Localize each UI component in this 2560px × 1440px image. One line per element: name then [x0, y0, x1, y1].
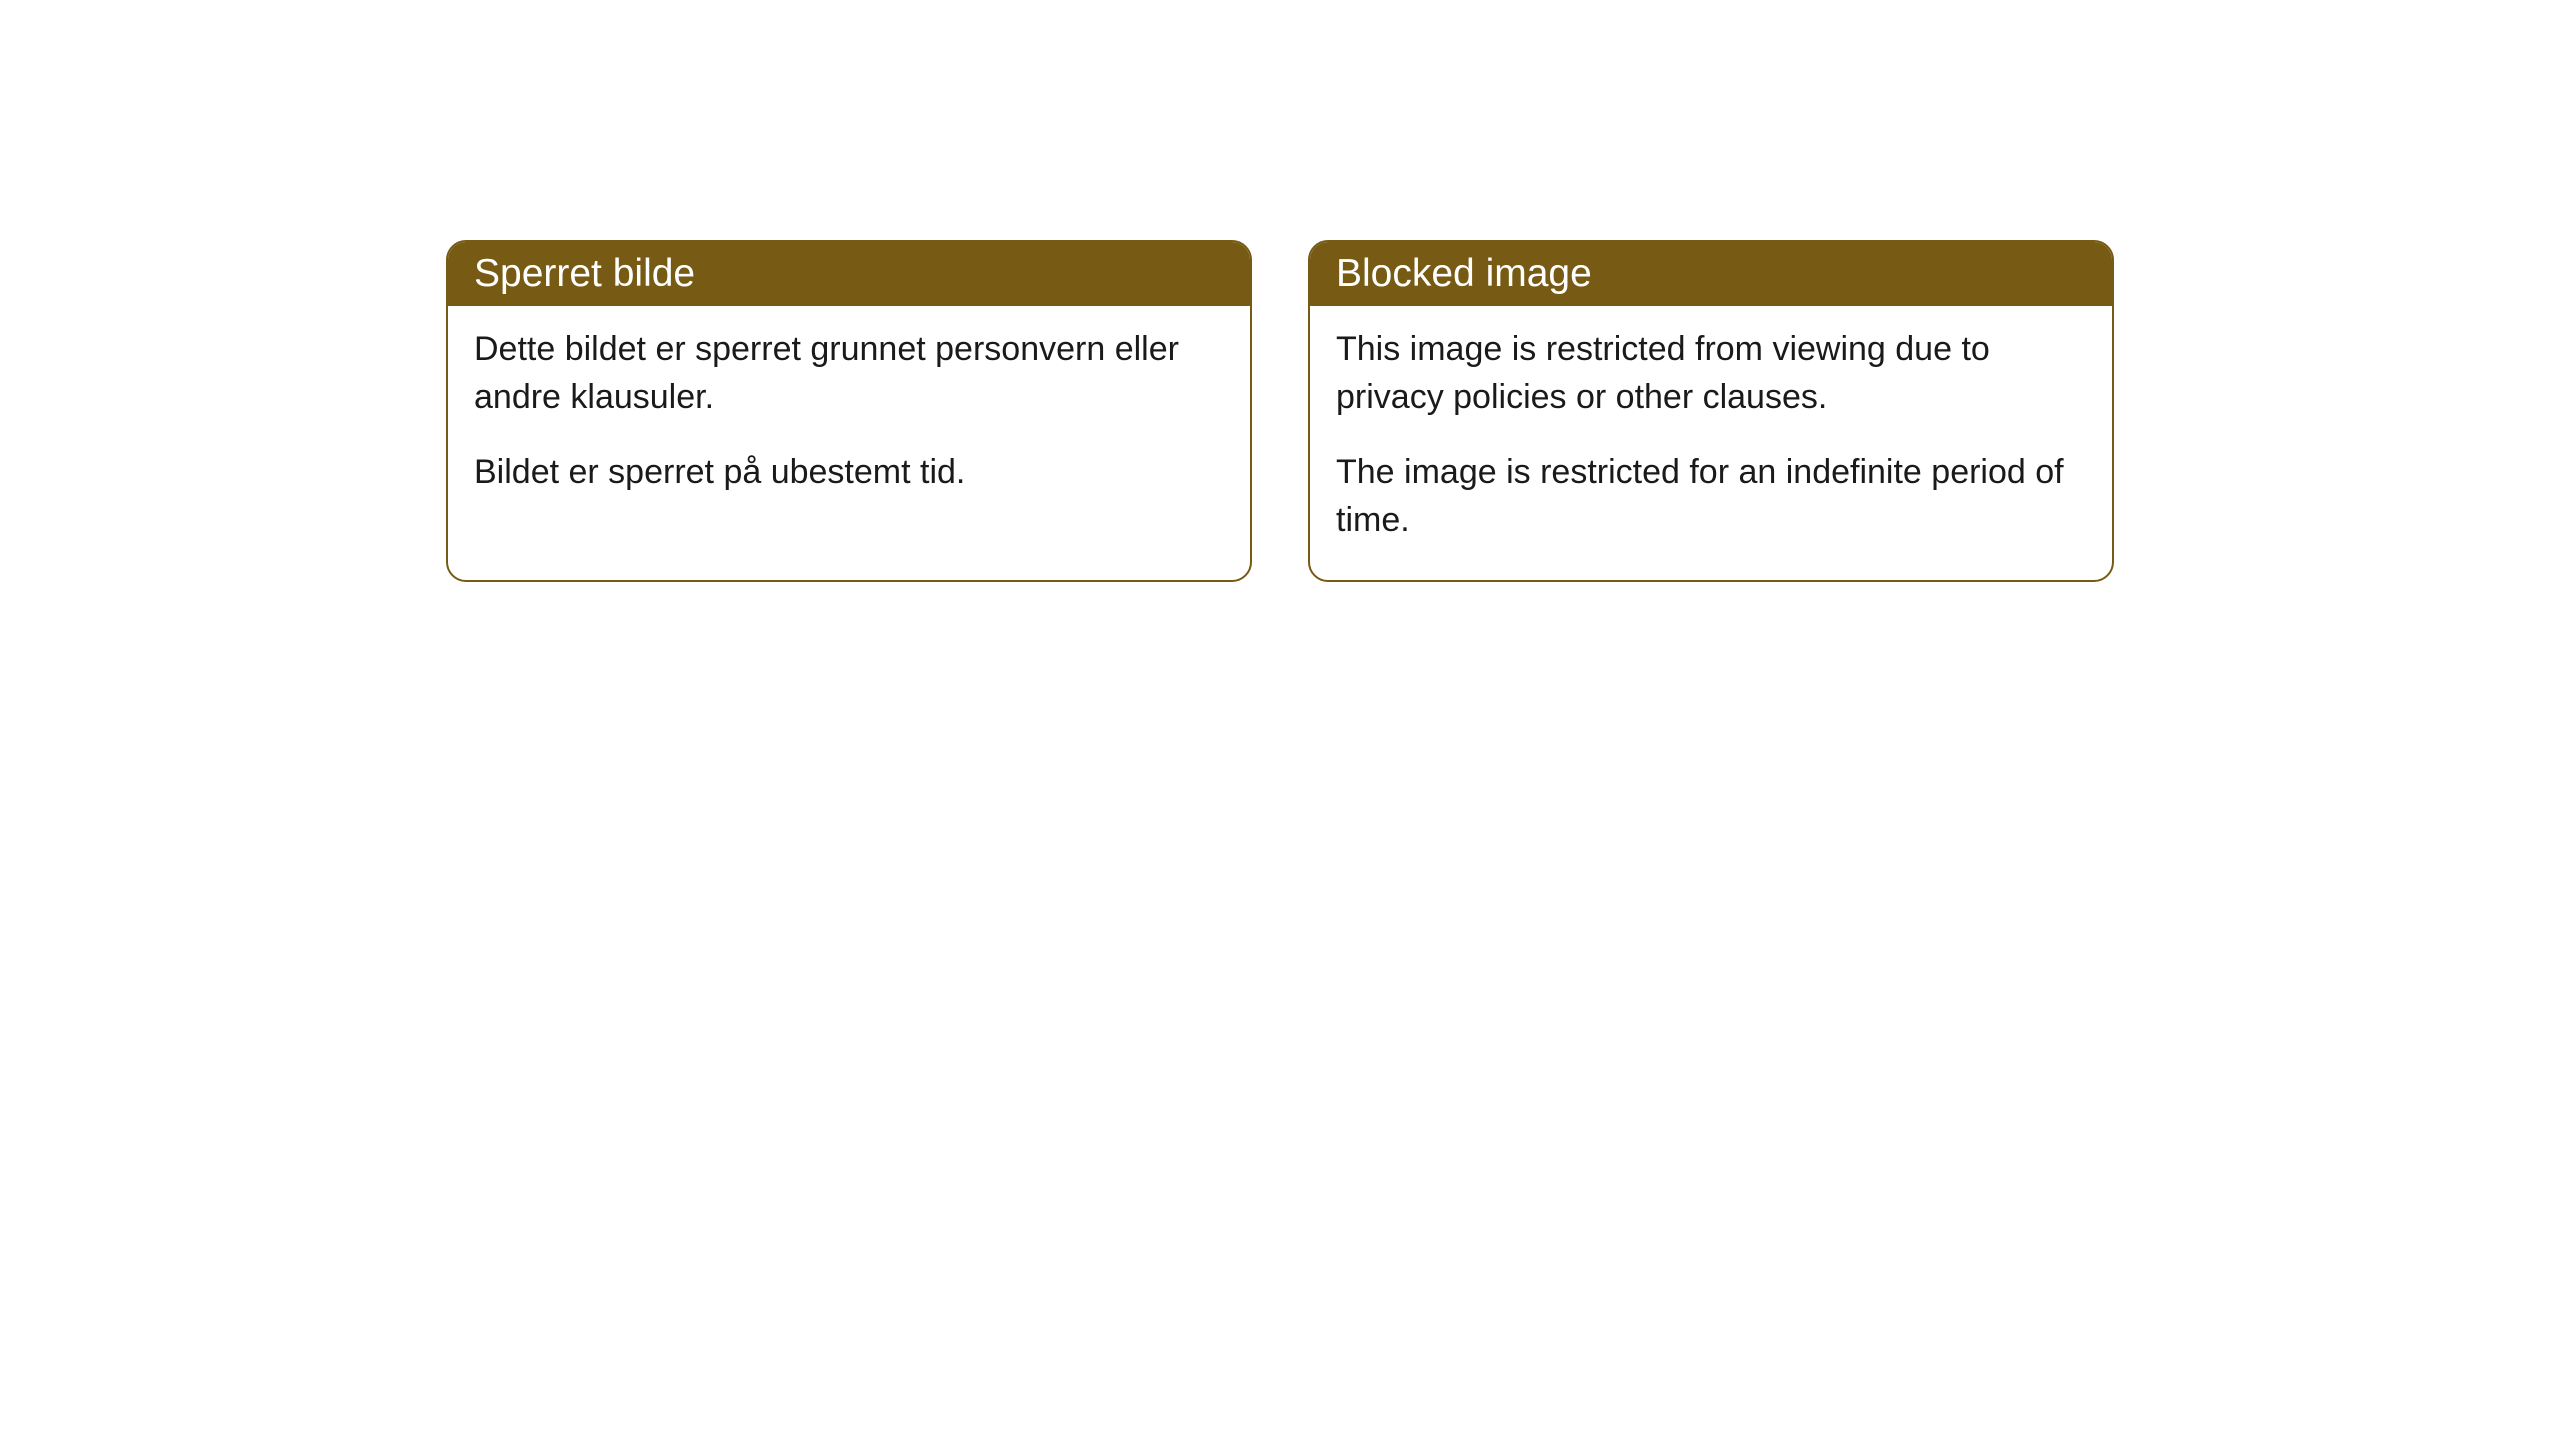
card-paragraph: Bildet er sperret på ubestemt tid. — [474, 449, 1224, 497]
blocked-image-card-norwegian: Sperret bilde Dette bildet er sperret gr… — [446, 240, 1252, 582]
card-paragraph: The image is restricted for an indefinit… — [1336, 449, 2086, 544]
notice-cards-container: Sperret bilde Dette bildet er sperret gr… — [446, 240, 2114, 582]
card-title: Sperret bilde — [474, 252, 695, 295]
card-paragraph: Dette bildet er sperret grunnet personve… — [474, 326, 1224, 421]
card-title: Blocked image — [1336, 252, 1592, 295]
card-body: This image is restricted from viewing du… — [1310, 306, 2112, 580]
card-paragraph: This image is restricted from viewing du… — [1336, 326, 2086, 421]
blocked-image-card-english: Blocked image This image is restricted f… — [1308, 240, 2114, 582]
card-header: Sperret bilde — [448, 242, 1250, 306]
card-header: Blocked image — [1310, 242, 2112, 306]
card-body: Dette bildet er sperret grunnet personve… — [448, 306, 1250, 533]
